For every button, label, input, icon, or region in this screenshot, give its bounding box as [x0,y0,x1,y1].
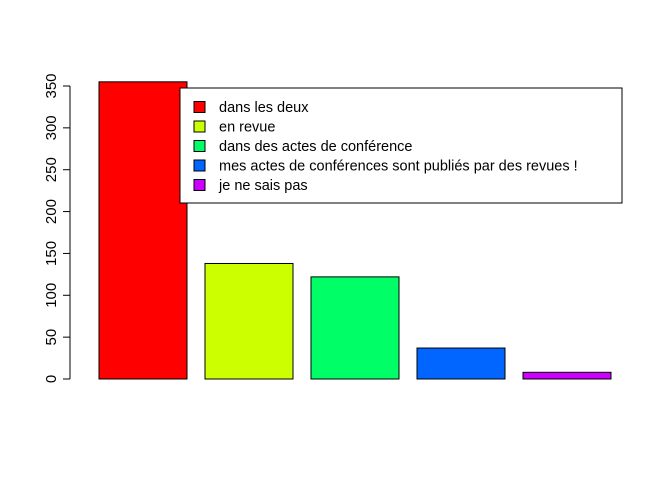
bar [98,81,188,380]
y-tick-label: 50 [43,329,60,346]
bars [98,81,612,380]
y-tick-label: 300 [43,115,60,140]
legend-swatch [193,179,206,191]
legend: dans les deux en revue dans des actes de c… [179,87,623,204]
y-tick-label: 200 [43,199,60,224]
y-tick-label: 100 [43,283,60,308]
legend-swatch [193,101,206,113]
legend-swatch [193,140,206,152]
legend-swatch [193,159,206,172]
bar [416,347,506,380]
legend-label: mes actes de conférences sont publiés pa… [219,159,578,175]
bar [204,262,294,380]
bar [310,276,400,380]
legend-box [179,87,623,204]
bar [522,371,612,380]
y-axis: 0 50 100 150 200 250 300 350 [43,73,71,383]
y-tick-label: 350 [43,73,60,98]
legend-swatch [193,120,206,133]
y-tick-label: 250 [43,157,60,182]
y-tick-label: 0 [43,375,60,383]
legend-label: dans les deux [219,100,309,116]
legend-label: dans des actes de conférence [219,139,412,155]
y-tick-label: 150 [43,241,60,266]
legend-label: en revue [219,120,275,136]
legend-label: je ne sais pas [218,178,308,194]
